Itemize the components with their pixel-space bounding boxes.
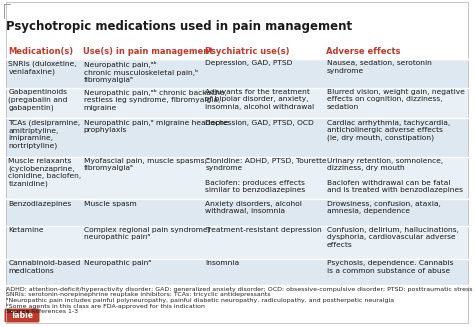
Text: Adjuvants for the treatment
of bipolar disorder, anxiety,
insomnia, alcohol with: Adjuvants for the treatment of bipolar d… [205,89,314,110]
Bar [6,88,468,118]
Text: Gabapentinoids
(pregabalin and
gabapentin): Gabapentinoids (pregabalin and gabapenti… [9,89,68,111]
Text: Neuropathic pain,ᵃ migraine headache
prophylaxis: Neuropathic pain,ᵃ migraine headache pro… [84,120,228,133]
Text: Psychosis, dependence. Cannabis
is a common substance of abuse: Psychosis, dependence. Cannabis is a com… [327,260,453,274]
Text: Use(s) in pain management: Use(s) in pain management [83,47,214,56]
Bar [6,226,468,259]
Bar [6,199,468,226]
Text: Drowsiness, confusion, ataxia,
amnesia, dependence: Drowsiness, confusion, ataxia, amnesia, … [327,201,441,214]
Text: Adverse effects: Adverse effects [326,47,401,56]
Text: Medication(s): Medication(s) [8,47,73,56]
Text: SNRIs (duloxetine,
venlafaxine): SNRIs (duloxetine, venlafaxine) [9,60,77,75]
Text: TCAs (desipramine,
amitriptyline,
imipramine,
nortriptyline): TCAs (desipramine, amitriptyline, imipra… [9,120,81,149]
Text: Source: Source [6,309,30,314]
Bar [6,157,468,199]
Text: Psychiatric use(s): Psychiatric use(s) [205,47,289,56]
Text: Confusion, delirium, hallucinations,
dysphoria, cardiovascular adverse
effects: Confusion, delirium, hallucinations, dys… [327,227,459,248]
Text: Table: Table [10,311,34,320]
Text: Depression, GAD, PTSD: Depression, GAD, PTSD [205,60,292,66]
Text: ADHD: attention-deficit/hyperactivity disorder; GAD: generalized anxiety disorde: ADHD: attention-deficit/hyperactivity di… [6,287,474,292]
Text: Muscle relaxants
(cyclobenzaprine,
clonidine, baclofen,
tizanidine): Muscle relaxants (cyclobenzaprine, cloni… [9,158,82,187]
Text: Psychotropic medications used in pain management: Psychotropic medications used in pain ma… [6,20,352,33]
Text: Neuropathic pain,ᵃᵇ chronic backache,
restless leg syndrome, fibromyalgia,
migra: Neuropathic pain,ᵃᵇ chronic backache, re… [84,89,227,111]
Text: Myofascial pain, muscle spasms,ᵃ
fibromyalgiaᵃ: Myofascial pain, muscle spasms,ᵃ fibromy… [84,158,210,171]
Text: Blurred vision, weight gain, negative
effects on cognition, dizziness,
sedation: Blurred vision, weight gain, negative ef… [327,89,465,110]
Text: Complex regional pain syndrome,
neuropathic painᵃ: Complex regional pain syndrome, neuropat… [84,227,210,240]
Text: : References 1-3: : References 1-3 [27,309,78,314]
Text: Cannabinoid-based
medications: Cannabinoid-based medications [9,260,81,274]
Bar [6,46,468,59]
Text: SNRIs: serotonin-norepinephrine reuptake inhibitors; TCAs: tricyclic antidepress: SNRIs: serotonin-norepinephrine reuptake… [6,292,271,298]
Text: Benzodiazepines: Benzodiazepines [9,201,72,207]
Text: Clonidine: ADHD, PTSD, Tourette
syndrome

Baclofen: produces effects
similar to : Clonidine: ADHD, PTSD, Tourette syndrome… [205,158,327,193]
Text: Treatment-resistant depression: Treatment-resistant depression [205,227,322,233]
Text: ᵇSome agents in this class are FDA-approved for this indication: ᵇSome agents in this class are FDA-appro… [6,303,205,309]
Text: Urinary retention, somnolence,
dizziness, dry mouth

Baclofen withdrawal can be : Urinary retention, somnolence, dizziness… [327,158,463,193]
Text: Insomnia: Insomnia [205,260,239,266]
Text: Ketamine: Ketamine [9,227,44,233]
Text: Muscle spasm: Muscle spasm [84,201,137,207]
Bar [6,118,468,157]
Text: Depression, GAD, PTSD, OCD: Depression, GAD, PTSD, OCD [205,120,314,126]
Text: Neuropathic pain,ᵃᵇ
chronic musculoskeletal pain,ᵇ
fibromyalgiaᵃ: Neuropathic pain,ᵃᵇ chronic musculoskele… [84,60,198,83]
Text: ᵃNeuropathic pain includes painful polyneuropathy, painful diabetic neuropathy, : ᵃNeuropathic pain includes painful polyn… [6,298,394,303]
Bar [6,259,468,285]
Text: Neuropathic painᵃ: Neuropathic painᵃ [84,260,151,266]
Text: Anxiety disorders, alcohol
withdrawal, insomnia: Anxiety disorders, alcohol withdrawal, i… [205,201,302,214]
FancyBboxPatch shape [4,308,39,322]
Text: Nausea, sedation, serotonin
syndrome: Nausea, sedation, serotonin syndrome [327,60,432,74]
Bar [6,59,468,88]
Text: Cardiac arrhythmia, tachycardia,
anticholinergic adverse effects
(ie, dry mouth,: Cardiac arrhythmia, tachycardia, anticho… [327,120,450,141]
